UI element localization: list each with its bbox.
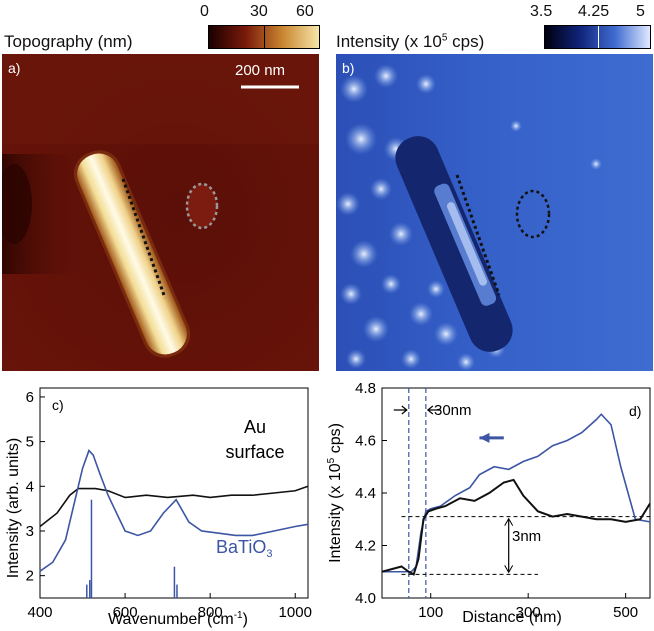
cbar-b-tick-2: 5: [636, 3, 645, 20]
nanorod-intensity: [395, 136, 513, 352]
colorbar-intensity-marker: [597, 26, 599, 48]
y-tick-label-1: 4.2: [355, 538, 376, 555]
colorbar-title-topography: Topography (nm): [4, 32, 133, 51]
bright-speckles: [336, 64, 602, 371]
marked-region-b: [515, 189, 551, 239]
intensity-image: b): [336, 54, 653, 371]
arrow-30nm-left: [393, 405, 408, 415]
series-au-surface: [39, 485, 309, 528]
profile-y-axis-label: Intensity (x 105 cps): [327, 423, 344, 563]
colorbar-intensity: [544, 25, 651, 49]
x-tick-label-0: 400: [27, 604, 52, 621]
x-tick-label-1: 600: [113, 604, 138, 621]
cbar-b-tick-0: 3.5: [530, 3, 553, 20]
intensity-map: [336, 54, 653, 371]
label-au-line1: Au: [244, 417, 266, 437]
y-tick-label-2: 4.4: [355, 485, 376, 502]
label-30nm: 30nm: [434, 402, 472, 419]
height-arrowhead-top: [504, 517, 514, 526]
topography-image: a) 200 nm: [2, 54, 319, 371]
colorbar-topography: [208, 25, 320, 49]
y-tick-label-4: 4.8: [355, 380, 376, 397]
colorbar-title-intensity: Intensity (x 105 cps): [336, 32, 485, 51]
panel-label-b: b): [342, 60, 355, 76]
profile-annotations: [393, 388, 650, 598]
label-3nm: 3nm: [512, 528, 541, 545]
series-batio3: [39, 449, 309, 572]
colorbar-topography-marker: [264, 26, 265, 48]
spectra-x-axis-label: Wavenumber (cm-1): [108, 610, 248, 628]
topography-map: [2, 54, 319, 371]
y-tick-label-4: 6: [26, 389, 34, 406]
series-topography-profile: [381, 478, 651, 576]
panel-label-d: d): [629, 403, 641, 419]
y-tick-label-0: 2: [26, 568, 34, 585]
x-tick-label-3: 1000: [279, 604, 312, 621]
y-tick-label-3: 4.6: [355, 433, 376, 450]
x-tick-label-1: 300: [516, 604, 541, 621]
cbar-a-tick-0: 0: [200, 3, 209, 20]
x-tick-label-2: 800: [198, 604, 223, 621]
x-tick-label-0: 100: [418, 604, 443, 621]
spectra-y-axis-label: Intensity (arb. units): [5, 438, 22, 579]
profile-x-axis-label: Distance (nm): [462, 609, 562, 626]
arrow-30nm-right: [426, 405, 441, 415]
panel-label-a: a): [8, 60, 21, 76]
profile-plot-frame: [381, 387, 651, 599]
panel-label-c: c): [52, 397, 64, 413]
cbar-b-tick-1: 4.25: [578, 3, 610, 20]
nanorod-topography: [73, 150, 191, 358]
spectra-chart: 400 600 800 1000 2 3 4 5 6 Intensity (arb. units…: [5, 387, 312, 628]
label-batio3: BaTiO3: [216, 537, 272, 560]
cbar-a-tick-2: 60: [296, 3, 314, 20]
y-tick-label-1: 3: [26, 523, 34, 540]
series-intensity-profile: [382, 413, 651, 573]
y-tick-label-0: 4.0: [355, 590, 376, 607]
scalebar-label: 200 nm: [235, 62, 286, 79]
marked-region-a: [185, 182, 219, 230]
x-tick-label-2: 500: [613, 604, 638, 621]
cbar-a-tick-1: 30: [250, 3, 268, 20]
y-tick-label-3: 5: [26, 434, 34, 451]
height-arrowhead-bottom: [504, 565, 514, 574]
profile-chart: 100 300 500 4.0 4.2 4.4 4.6 4.8 Intensity (x 10…: [327, 380, 651, 626]
particle-a: [187, 184, 217, 228]
axis-indicator-arrowhead: [479, 432, 490, 443]
label-au-line2: surface: [225, 442, 284, 462]
y-tick-label-2: 4: [26, 478, 34, 495]
